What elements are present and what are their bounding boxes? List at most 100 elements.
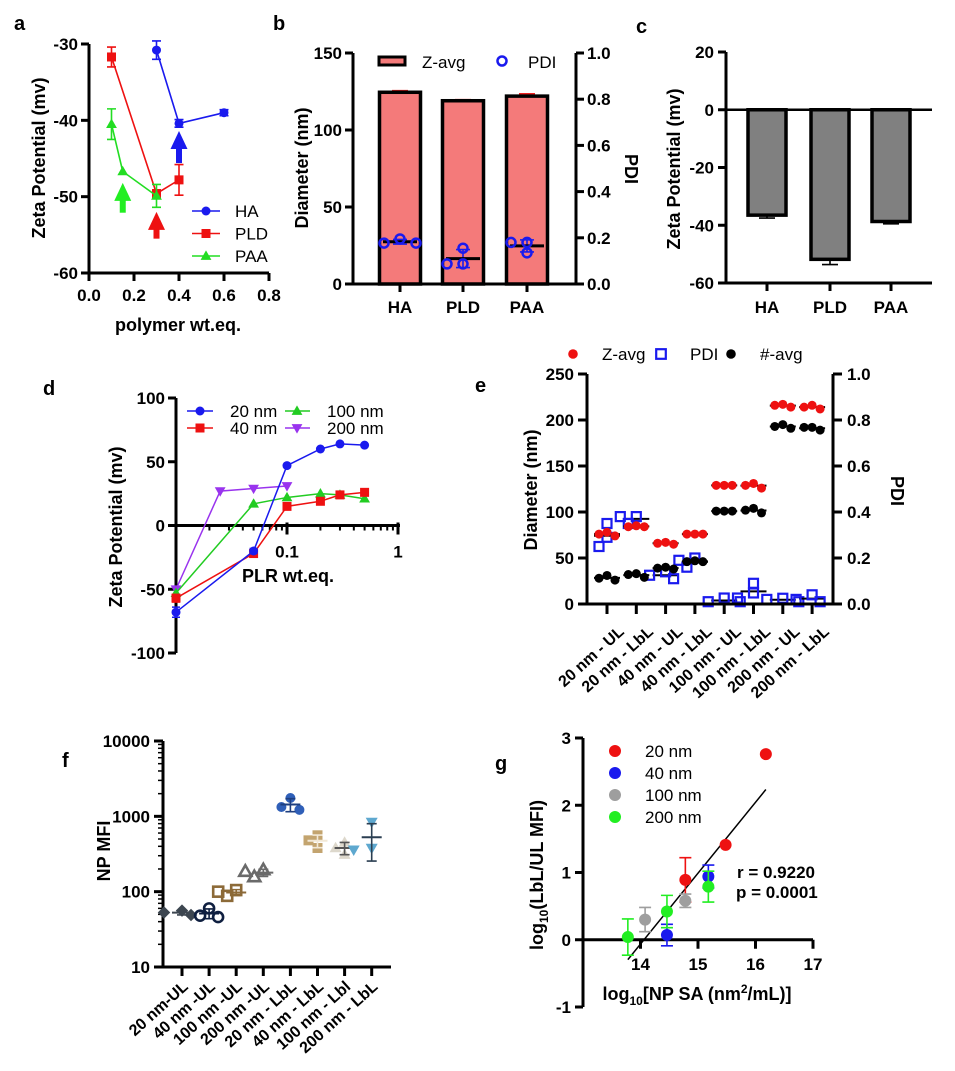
data-point: [211, 885, 225, 898]
y-tick-label: 0: [333, 275, 342, 294]
pdi-group: [378, 233, 422, 249]
data-point: [630, 510, 642, 523]
legend-item: HA: [192, 202, 259, 221]
data-point: [679, 873, 692, 886]
y-tick-label: -50: [53, 188, 78, 207]
data-point: [806, 589, 818, 601]
data-point: [698, 529, 708, 539]
p-value-annotation: p = 0.0001: [736, 883, 818, 902]
x-axis-label-superscript: 2: [741, 982, 748, 996]
x-tick-label: 1: [393, 543, 402, 562]
legend-marker: [655, 348, 667, 360]
group-40-nm-ul: [193, 902, 225, 924]
data-point: [759, 748, 772, 761]
y-tick-label: 10: [131, 958, 150, 977]
x-axis-label: polymer wt.eq.: [115, 315, 241, 335]
data-point: [690, 556, 700, 566]
data-point: [639, 913, 652, 926]
x-axis-label-text: [NP SA (nm: [643, 984, 741, 1004]
data-point: [315, 488, 326, 498]
x-tick-label: 14: [631, 955, 650, 974]
legend-item: Z-avg: [377, 53, 465, 72]
y-tick-label: 0: [705, 101, 714, 120]
y-tick-label: 2: [562, 796, 571, 815]
y-tick-label: -40: [53, 111, 78, 130]
x-tick-label: 15: [689, 955, 708, 974]
legend-marker: [496, 55, 508, 67]
group-100-nm-ul: [211, 883, 247, 903]
legend-label: 200 nm: [327, 419, 384, 438]
data-point: [219, 108, 229, 118]
data-point: [276, 802, 287, 813]
legend-marker: [726, 349, 736, 359]
data-point: [315, 444, 325, 454]
arrow-annotation: [148, 211, 165, 239]
legend-marker: [195, 423, 205, 433]
data-point: [799, 422, 809, 432]
x-tick-label: PAA: [510, 298, 545, 317]
series-number-avg: [594, 420, 826, 585]
data-point: [335, 439, 345, 449]
sd-bar: [231, 888, 242, 897]
data-point: [653, 563, 663, 573]
legend-item: PAA: [192, 247, 268, 266]
bar: [377, 90, 423, 286]
legend-label: 100 nm: [327, 402, 384, 421]
y-tick-label: -30: [53, 35, 78, 54]
series-paa: [106, 108, 162, 209]
sd-bar: [312, 834, 323, 849]
data-point: [747, 587, 760, 599]
y-tick-label: 200: [546, 411, 574, 430]
legend-marker: [609, 811, 621, 823]
legend-label: PDI: [528, 53, 556, 72]
data-point: [378, 237, 390, 249]
data-point: [749, 478, 758, 488]
legend-item: PLD: [192, 225, 268, 244]
group-20-nm-lbl: [276, 793, 305, 815]
data-point: [623, 522, 633, 532]
panel-b: b Diameter (nm) PDI 0 50 100 150 0.0 0.2 0.4 0.…: [273, 13, 641, 317]
data-point: [815, 425, 825, 435]
legend-label: Z-avg: [422, 53, 465, 72]
data-point: [315, 496, 325, 506]
data-point: [211, 910, 225, 924]
series-100-nm: [639, 893, 692, 933]
data-point: [282, 461, 292, 471]
data-point: [727, 506, 737, 516]
data-point: [214, 487, 226, 497]
legend-label: 20 nm: [230, 402, 277, 421]
legend-marker: [201, 206, 211, 216]
x-tick-label: 0.0: [77, 286, 101, 305]
data-point: [282, 501, 292, 511]
y-axis-label: Zeta Potential (mv): [106, 446, 126, 607]
data-point: [107, 52, 116, 62]
legend-label: #-avg: [760, 345, 803, 364]
bar: [504, 94, 550, 286]
data-point: [661, 537, 671, 547]
arrow-annotation: [170, 131, 188, 164]
arrow-annotation: [114, 182, 132, 213]
data-point: [610, 531, 620, 541]
legend-item: 40 nm: [609, 764, 692, 783]
y2-tick-label: 0.4: [587, 183, 611, 202]
arrow-shaft: [119, 197, 126, 213]
legend-label: PLD: [235, 225, 268, 244]
legend-swatch: [377, 55, 407, 67]
data-point: [614, 510, 626, 523]
data-point: [799, 402, 809, 412]
y2-tick-label: 0.6: [847, 457, 871, 476]
sd-bar: [366, 822, 377, 862]
legend-item: 200 nm: [285, 419, 384, 438]
x-tick-label: 17: [804, 955, 823, 974]
data-point: [360, 487, 370, 497]
data-point: [719, 838, 732, 851]
data-point: [394, 233, 406, 245]
x-tick-label: 16: [746, 955, 765, 974]
bar: [870, 108, 912, 224]
arrow-shaft: [153, 226, 160, 239]
data-point: [193, 909, 207, 922]
y2-tick-label: 1.0: [587, 44, 611, 63]
x-tick-label: 0.2: [122, 286, 146, 305]
